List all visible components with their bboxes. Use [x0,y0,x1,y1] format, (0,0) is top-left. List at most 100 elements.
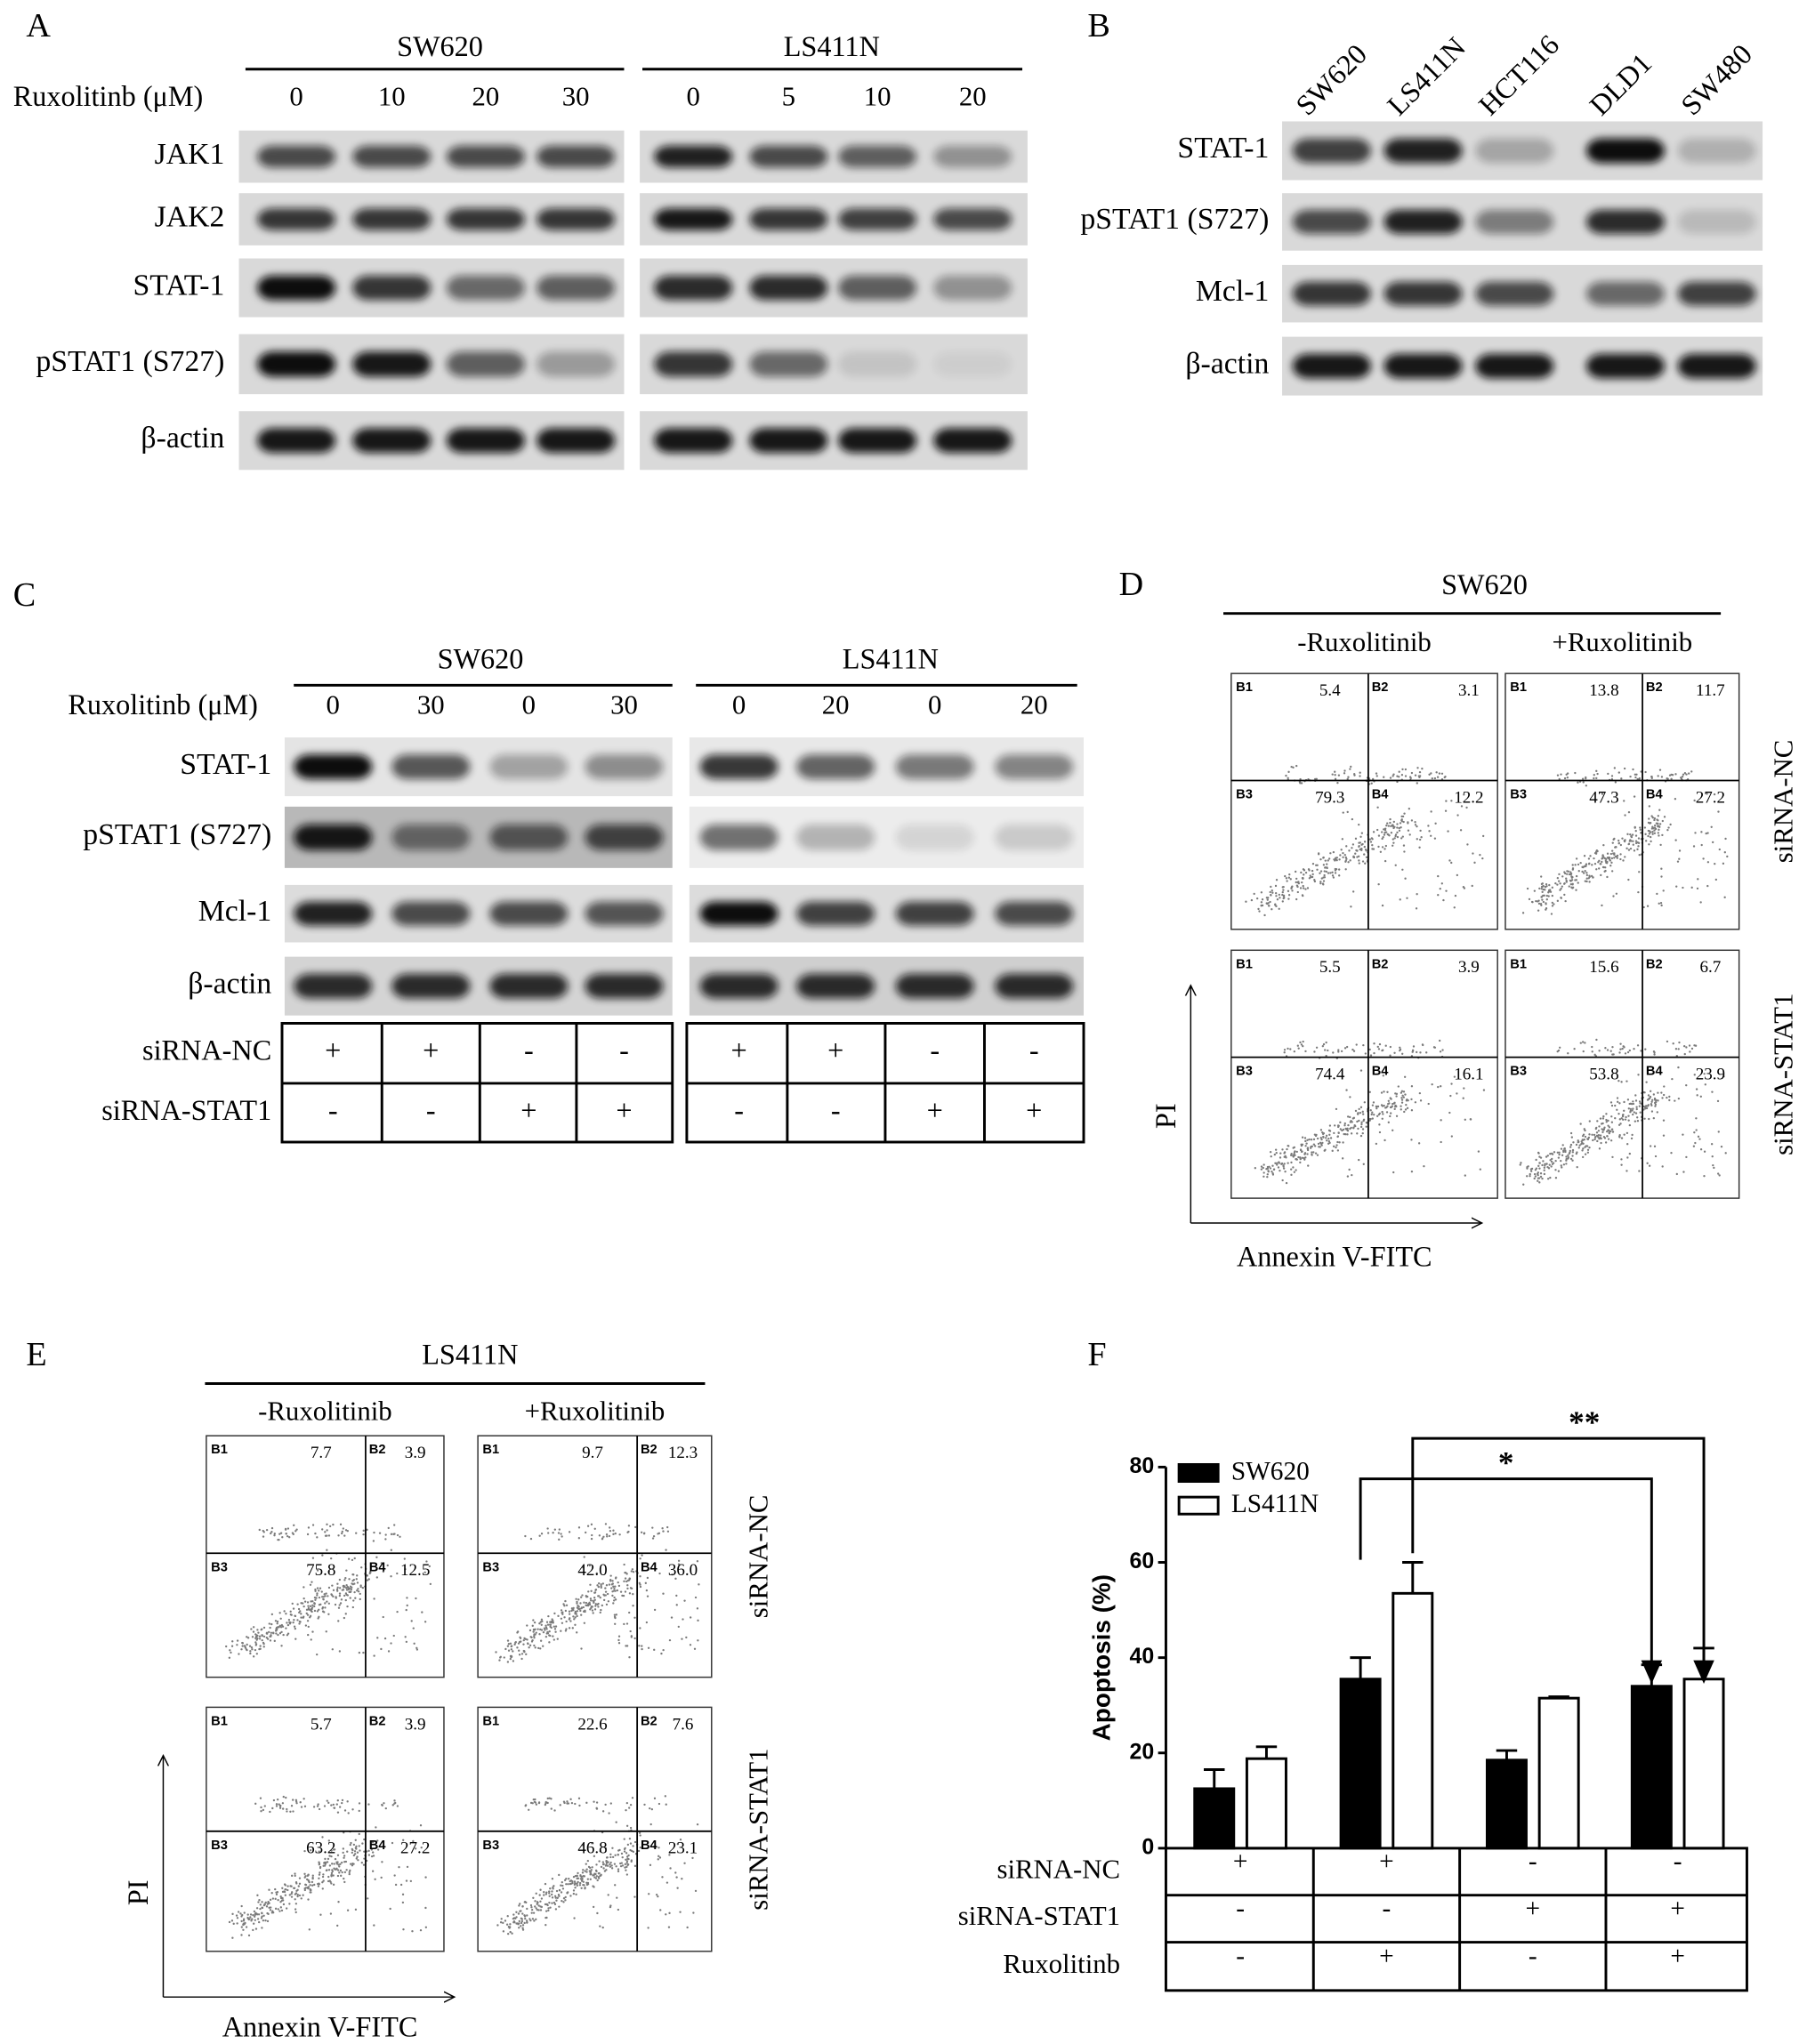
event-dot [1375,1105,1378,1108]
event-dot [535,1803,538,1806]
event-dot [564,1609,568,1613]
event-dot [1471,884,1473,888]
flow-title: SW620 [1441,568,1528,600]
event-dot [1365,856,1368,858]
event-dot [303,1872,306,1875]
event-dot [275,1803,278,1806]
event-dot [563,1879,567,1882]
event-dot [1668,774,1672,777]
event-dot [341,1799,344,1802]
event-dot [531,1918,535,1920]
plot-frame [1504,672,1740,930]
event-dot [311,1874,314,1877]
bar [1485,1758,1528,1850]
event-dot [1658,823,1662,825]
blot-band [1677,353,1756,379]
event-dot [252,1922,255,1925]
event-dot [419,1929,423,1932]
event-dot [304,1887,307,1889]
event-dot [241,1641,244,1645]
event-dot [281,1625,285,1628]
event-dot [306,1613,310,1616]
event-dot [1640,1050,1642,1052]
event-dot [528,1646,530,1649]
event-dot [1299,777,1302,781]
event-dot [262,1626,266,1630]
event-dot [343,1855,346,1857]
event-dot [338,1592,342,1595]
event-dot [670,1616,674,1619]
event-dot [335,1867,338,1870]
event-dot [327,1875,330,1879]
event-dot [1431,777,1433,780]
event-dot [356,1581,359,1584]
dose: 10 [378,82,406,112]
quadrant-value: 3.9 [405,1444,426,1462]
event-dot [320,1590,323,1593]
dose: 20 [1020,689,1048,720]
event-dot [1521,912,1525,914]
event-dot [387,1650,391,1653]
event-dot [344,1598,347,1602]
event-dot [502,1921,504,1924]
event-dot [1440,1085,1442,1088]
event-dot [1306,1153,1309,1155]
event-dot [697,1619,699,1622]
event-dot [580,1647,583,1650]
event-dot [1582,1147,1585,1150]
event-dot [316,1805,319,1807]
event-dot [558,1528,561,1531]
event-dot [1647,829,1650,833]
event-dot [1307,868,1311,871]
blot-band [895,973,974,999]
legend-swatch [1177,1495,1220,1516]
event-dot [1541,1163,1544,1167]
event-dot [1607,1138,1610,1140]
event-dot [590,1589,593,1592]
event-dot [1542,900,1545,904]
event-dot [1614,855,1617,858]
event-dot [619,1864,623,1868]
blot-band [257,428,336,454]
event-dot [1410,1109,1414,1112]
event-dot [617,1849,620,1852]
event-dot [545,1916,547,1919]
event-dot [668,1638,672,1642]
event-dot [1303,1137,1307,1139]
event-dot [1435,771,1438,774]
event-dot [410,1620,413,1622]
event-dot [1569,1143,1573,1147]
event-dot [590,1599,593,1602]
event-dot [343,1860,346,1863]
event-dot [1254,1167,1257,1170]
event-dot [657,1847,660,1849]
event-dot [1634,1094,1637,1097]
event-dot [609,1580,612,1582]
event-dot [1633,1048,1635,1050]
event-dot [246,1913,249,1916]
event-dot [526,1624,528,1627]
event-dot [518,1904,520,1907]
significance-label: * [1498,1445,1514,1480]
event-dot [1411,1049,1415,1052]
event-dot [599,1925,601,1927]
event-dot [269,1898,272,1902]
table-cell: + [1379,1847,1394,1876]
event-dot [597,1875,601,1879]
event-dot [231,1912,234,1916]
event-dot [551,1902,553,1904]
event-dot [346,1594,349,1597]
event-dot [1543,1172,1546,1176]
event-dot [617,1584,621,1588]
event-dot [547,1532,550,1534]
quadrant-value: 6.7 [1699,958,1721,977]
event-dot [318,1608,320,1611]
event-dot [520,1910,522,1912]
event-dot [1551,901,1553,905]
event-dot [316,1592,319,1595]
event-dot [1410,819,1414,822]
column-label: -Ruxolitinib [1297,627,1432,657]
event-dot [628,1837,632,1840]
event-dot [294,1638,297,1640]
event-dot [645,1621,649,1624]
